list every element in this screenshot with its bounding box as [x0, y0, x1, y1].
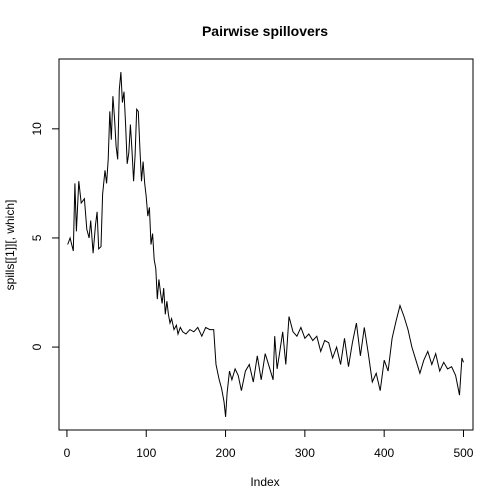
y-axis: 0 5 10 — [30, 122, 60, 350]
y-tick-label: 0 — [30, 343, 44, 350]
x-tick-label: 400 — [374, 446, 394, 460]
y-tick-label: 10 — [30, 122, 44, 136]
x-tick-label: 0 — [64, 446, 71, 460]
plot-area-frame — [58, 58, 474, 431]
chart-title: Pairwise spillovers — [202, 23, 328, 39]
y-tick-label: 5 — [30, 234, 44, 241]
x-axis-label: Index — [250, 475, 279, 489]
series-line — [67, 72, 464, 417]
y-axis-label: spills[[1]][, which] — [3, 200, 17, 291]
x-tick-label: 500 — [453, 446, 473, 460]
x-tick-label: 100 — [136, 446, 156, 460]
x-tick-label: 200 — [216, 446, 236, 460]
x-axis: 0 100 200 300 400 500 — [64, 429, 474, 460]
x-tick-label: 300 — [295, 446, 315, 460]
